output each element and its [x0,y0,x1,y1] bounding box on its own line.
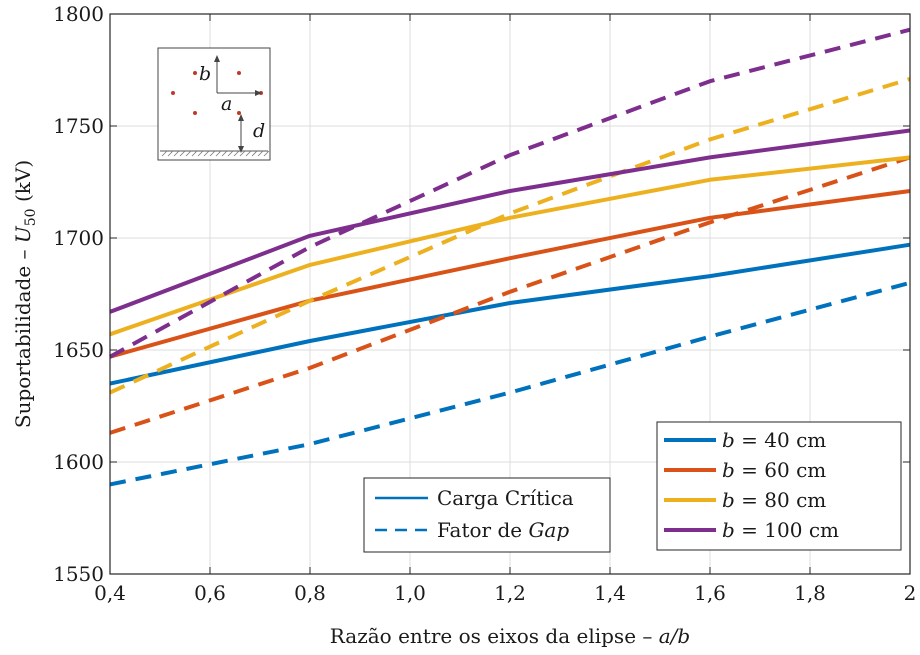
y-tick-label: 1750 [53,114,104,138]
hatch-stroke [203,150,210,157]
hatch-stroke [215,150,222,157]
inset-label-d: d [253,120,265,142]
hatch-stroke [161,150,168,157]
series-line [109,280,911,487]
series-line [109,155,911,435]
y-axis-label-var: U [11,225,35,243]
legend-label: b = 40 cm [722,428,826,452]
hatch-stroke [239,150,246,157]
legend-label-value: = 40 cm [735,428,826,452]
legend-label-var: b [722,458,735,482]
hatch-stroke [173,150,180,157]
legend-label-gap: Fator de Gap [437,518,569,542]
inset-diagram: b a d [157,47,271,161]
b-legend: b = 40 cmb = 60 cmb = 80 cmb = 100 cm [656,421,902,551]
hatch-stroke [167,150,174,157]
y-axis-label: Suportabilidade – U50 (kV) [11,160,39,428]
x-tick-label: 1,4 [594,581,626,605]
x-tick-label: 1,8 [794,581,826,605]
inset-label-a: a [221,93,232,115]
ticks: 0,4 0,6 0,8 1,0 1,2 1,4 1,6 1,8 2 1550 1600 1650 170… [53,2,916,605]
x-tick-label: 1,6 [694,581,726,605]
legend-label-var: b [722,518,735,542]
hatch-stroke [209,150,216,157]
legend-label-gap-italic: Gap [528,518,569,542]
hatch-stroke [257,150,264,157]
method-legend-box [363,477,611,553]
inset-label-b: b [199,63,211,85]
series-lines [109,27,911,487]
conductor-dot [237,71,241,75]
hatch-stroke [197,150,204,157]
x-tick-label: 1,2 [494,581,526,605]
x-tick-label: 0,6 [194,581,226,605]
arrow-head [214,55,220,62]
x-axis-label-var: a/b [659,624,690,648]
ground-hatch [161,150,270,157]
legend-label-value: = 60 cm [735,458,826,482]
series-line [109,242,911,386]
conductor-dot [237,111,241,115]
y-tick-label: 1550 [53,562,104,586]
arrow-head [238,146,244,153]
legend-label-carga: Carga Crítica [437,486,574,510]
x-axis-label: Razão entre os eixos da elipse – a/b [330,624,690,648]
inset-frame [157,47,271,161]
series-line [109,27,911,359]
x-tick-label: 2 [904,581,917,605]
hatch-stroke [227,150,234,157]
hatch-stroke [185,150,192,157]
legend-label-var: b [722,428,735,452]
hatch-stroke [263,150,270,157]
method-legend: Carga Crítica Fator de Gap [363,477,611,553]
hatch-stroke [251,150,258,157]
arrow-head [255,90,262,96]
arrow-head [238,114,244,121]
x-tick-label: 0,4 [94,581,126,605]
legend-label: b = 60 cm [722,458,826,482]
legend-label-value: = 80 cm [735,488,826,512]
x-tick-label: 1,0 [394,581,426,605]
y-tick-label: 1600 [53,450,104,474]
y-axis-label-text: Suportabilidade – [11,243,35,428]
conductor-dot [193,71,197,75]
hatch-stroke [191,150,198,157]
hatch-stroke [179,150,186,157]
y-tick-label: 1650 [53,338,104,362]
series-line [109,189,911,359]
y-tick-label: 1800 [53,2,104,26]
series-line [109,155,911,337]
series-line [109,128,911,314]
x-axis-label-text: Razão entre os eixos da elipse – [330,624,659,648]
legend-label-value: = 100 cm [735,518,839,542]
hatch-stroke [245,150,252,157]
y-tick-label: 1700 [53,226,104,250]
y-axis-label-sub: 50 [23,208,39,226]
legend-label-gap-plain: Fator de [437,518,528,542]
x-tick-label: 0,8 [294,581,326,605]
legend-label-var: b [722,488,735,512]
legend-label: b = 80 cm [722,488,826,512]
conductor-dot [171,91,175,95]
conductor-dot [193,111,197,115]
legend-label: b = 100 cm [722,518,839,542]
hatch-stroke [233,150,240,157]
y-axis-label-unit: (kV) [11,160,35,209]
hatch-stroke [221,150,228,157]
